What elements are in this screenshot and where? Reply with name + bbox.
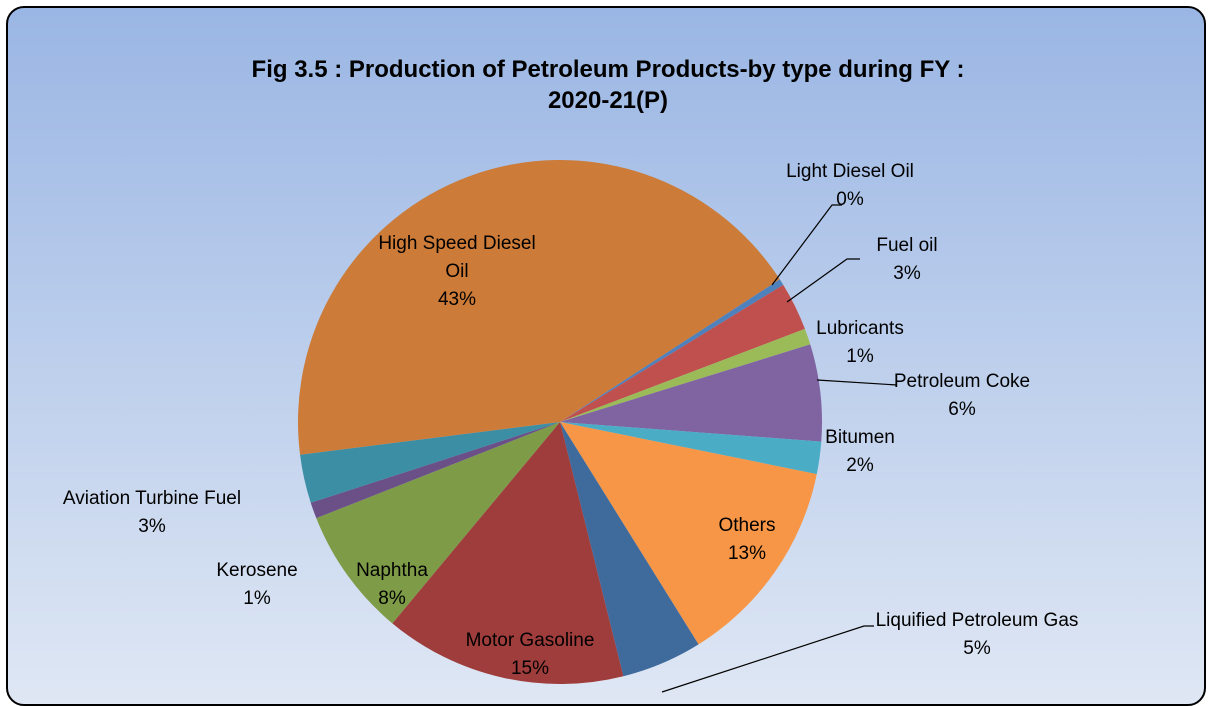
pie-slice — [560, 328, 811, 422]
pie-slice — [560, 422, 699, 677]
category-label: Light Diesel Oil — [786, 161, 914, 182]
category-label: Kerosene — [216, 560, 298, 581]
slice-label: Liquified Petroleum Gas 5% — [847, 607, 1107, 663]
value-label: 5% — [963, 638, 991, 659]
category-label: Fuel oil — [876, 235, 938, 256]
slice-label: Kerosene 1% — [197, 557, 317, 613]
category-label: Motor Gasoline — [465, 630, 595, 651]
pie-slice — [392, 422, 624, 684]
category-label: High Speed Diesel Oil — [378, 233, 536, 282]
leader-line — [771, 204, 842, 286]
category-label: Naphtha — [356, 560, 428, 581]
pie-slice — [310, 422, 560, 519]
value-label: 8% — [378, 588, 406, 609]
category-label: Lubricants — [816, 318, 904, 339]
pie-slice — [560, 344, 822, 442]
slice-label: Motor Gasoline 15% — [430, 627, 630, 683]
slice-label: Lubricants 1% — [790, 315, 930, 371]
leader-line — [661, 625, 874, 693]
category-label: Bitumen — [825, 427, 895, 448]
pie-slice — [300, 422, 560, 503]
value-label: 13% — [727, 543, 767, 564]
pie-slice — [316, 422, 560, 624]
value-label: 1% — [243, 588, 271, 609]
value-label: 1% — [846, 346, 874, 367]
slice-label: High Speed Diesel Oil 43% — [372, 230, 542, 314]
slice-label: Petroleum Coke 6% — [862, 368, 1062, 424]
pie-slice — [560, 422, 817, 645]
slice-label: Bitumen 2% — [790, 424, 930, 480]
pie — [297, 159, 898, 693]
pie-slice — [297, 159, 780, 455]
value-label: 6% — [948, 399, 976, 420]
slice-label: Light Diesel Oil 0% — [750, 158, 950, 214]
chart-title: Fig 3.5 : Production of Petroleum Produc… — [251, 56, 965, 114]
category-label: Liquified Petroleum Gas — [875, 610, 1079, 631]
chart-frame: Fig 3.5 : Production of Petroleum Produc… — [6, 6, 1206, 706]
leader-line — [816, 379, 898, 386]
pie-slice — [560, 284, 805, 422]
slice-label: Naphtha 8% — [332, 557, 452, 613]
slice-label: Aviation Turbine Fuel 3% — [52, 485, 252, 541]
value-label: 43% — [437, 289, 477, 310]
category-label: Petroleum Coke — [893, 371, 1031, 392]
slice-label: Fuel oil 3% — [847, 232, 967, 288]
value-label: 15% — [510, 658, 550, 679]
slice-label: Others 13% — [687, 512, 807, 568]
leader-line — [786, 258, 860, 303]
pie-slice — [560, 279, 784, 422]
value-label: 3% — [893, 263, 921, 284]
value-label: 3% — [138, 516, 166, 537]
pie-slice — [560, 422, 822, 475]
value-label: 0% — [836, 189, 864, 210]
category-label: Aviation Turbine Fuel — [62, 488, 242, 509]
value-label: 2% — [846, 455, 874, 476]
category-label: Others — [718, 515, 776, 536]
